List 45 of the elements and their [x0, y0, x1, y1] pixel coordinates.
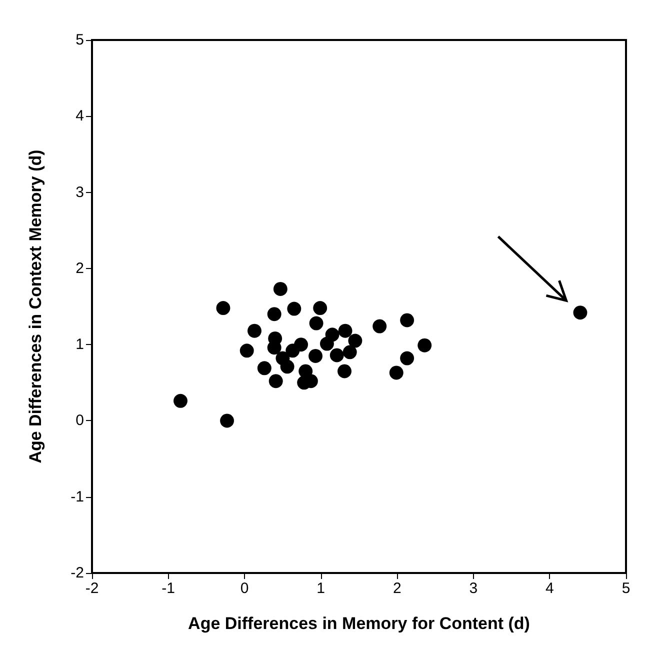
- point: [372, 319, 387, 334]
- point: [348, 334, 362, 348]
- x-tick-label: -1: [162, 580, 175, 597]
- point: [400, 313, 414, 328]
- point: [389, 366, 404, 380]
- point: [418, 338, 432, 352]
- point: [338, 364, 352, 378]
- point: [267, 340, 282, 355]
- point: [338, 324, 352, 338]
- point: [320, 336, 334, 351]
- point: [267, 307, 282, 322]
- x-tick-label: 0: [240, 580, 249, 597]
- point: [309, 316, 324, 330]
- y-tick-label: -1: [70, 488, 84, 506]
- point: [240, 344, 254, 358]
- point: [174, 394, 188, 408]
- point: [342, 345, 357, 360]
- x-tick-label: 2: [392, 580, 402, 597]
- point: [268, 374, 283, 388]
- y-axis-title: Age Differences in Context Memory (d): [26, 150, 45, 464]
- x-tick-label: 4: [546, 580, 554, 597]
- point: [400, 351, 414, 366]
- point: [257, 361, 272, 376]
- x-tick-label: 3: [469, 580, 478, 597]
- point: [573, 306, 588, 320]
- point: [248, 324, 262, 338]
- point: [273, 282, 288, 296]
- point: [220, 414, 234, 428]
- y-tick-label: -2: [70, 564, 84, 582]
- point: [287, 302, 302, 316]
- y-tick-label: 5: [76, 32, 84, 48]
- y-tick-label: 1: [76, 336, 84, 354]
- y-tick-label: 4: [76, 108, 84, 125]
- point: [286, 344, 300, 358]
- point: [308, 348, 323, 363]
- point: [280, 360, 294, 374]
- point: [313, 301, 328, 316]
- point: [330, 348, 344, 362]
- point: [216, 301, 230, 316]
- y-tick-label: 3: [76, 184, 84, 201]
- y-tick-label: 2: [76, 260, 84, 277]
- y-tick-label: 0: [76, 412, 84, 430]
- x-tick-label: 5: [622, 580, 630, 597]
- x-axis-title: Age Differences in Memory for Content (d): [188, 614, 530, 633]
- x-tick-label: 1: [316, 580, 326, 597]
